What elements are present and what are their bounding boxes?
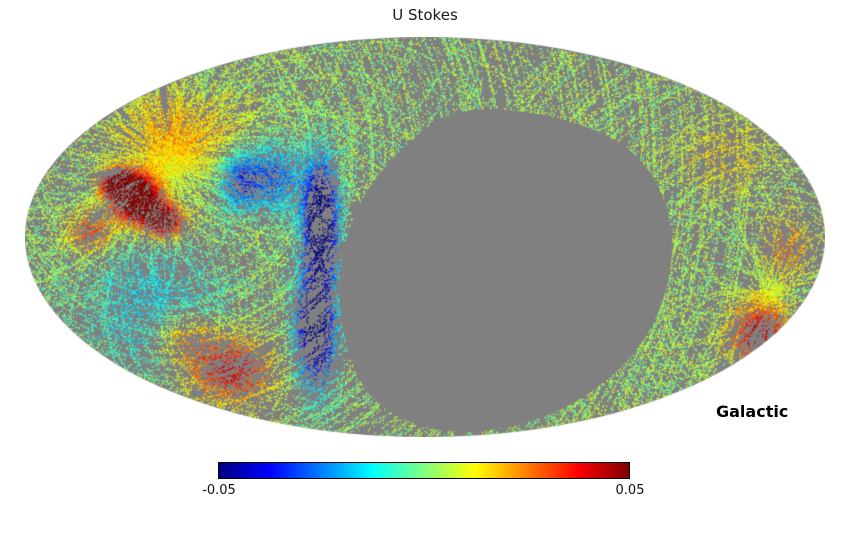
colorbar <box>218 462 630 479</box>
colorbar-min-label: -0.05 <box>202 483 236 498</box>
colorbar-max-label: 0.05 <box>615 483 645 498</box>
chart-title: U Stokes <box>392 6 458 24</box>
mollweide-sky-map-canvas <box>25 37 825 437</box>
coordinate-system-label: Galactic <box>716 402 789 421</box>
